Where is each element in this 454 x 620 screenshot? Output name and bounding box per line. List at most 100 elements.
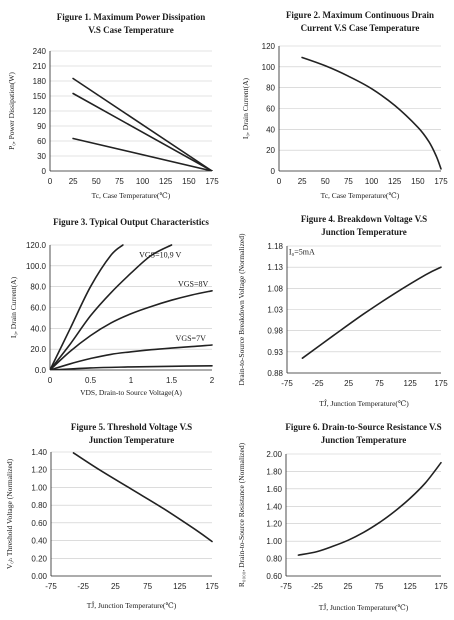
x-tick-label: 25 bbox=[298, 177, 307, 186]
figure-title: Figure 1. Maximum Power Dissipation bbox=[57, 12, 205, 22]
y-tick-label: 30 bbox=[37, 152, 46, 161]
y-tick-label: 1.08 bbox=[267, 284, 283, 293]
x-tick-label: -25 bbox=[311, 582, 323, 591]
figure-6: Figure 6. Drain-to-Source Resistance V.S… bbox=[237, 422, 448, 612]
x-tick-label: 175 bbox=[205, 582, 219, 591]
series-line-1 bbox=[72, 452, 213, 543]
curve-annotation: I₀=5mA bbox=[289, 247, 315, 256]
y-tick-label: 0.00 bbox=[31, 572, 47, 581]
y-axis-label: Drain-to-Source Breakdown Voltage (Norma… bbox=[237, 233, 246, 385]
x-tick-label: 25 bbox=[111, 582, 120, 591]
x-tick-label: 0 bbox=[277, 177, 282, 186]
y-tick-label: 90 bbox=[37, 122, 46, 131]
x-tick-label: 175 bbox=[434, 379, 448, 388]
y-axis-label: R₀₀₀₀, Drain-to-Source Resistance (Norma… bbox=[237, 442, 246, 587]
y-axis-label: I₀, Drain Current(A) bbox=[9, 276, 18, 338]
y-tick-label: 1.40 bbox=[266, 502, 282, 511]
y-tick-label: 80.0 bbox=[30, 283, 46, 292]
y-tick-label: 100.0 bbox=[26, 262, 47, 271]
x-axis-label: Tc, Case Temperature(℃) bbox=[92, 191, 171, 200]
x-tick-label: 1 bbox=[129, 376, 134, 385]
y-tick-label: 1.00 bbox=[266, 537, 282, 546]
y-tick-label: 210 bbox=[33, 62, 47, 71]
x-tick-label: 25 bbox=[344, 379, 353, 388]
x-tick-label: 75 bbox=[375, 582, 384, 591]
x-tick-label: 25 bbox=[69, 177, 78, 186]
figure-title: Junction Temperature bbox=[321, 435, 407, 445]
x-tick-label: 125 bbox=[173, 582, 187, 591]
x-tick-label: 75 bbox=[143, 582, 152, 591]
y-tick-label: 40 bbox=[266, 125, 275, 134]
figure-title: V.S Case Temperature bbox=[88, 25, 173, 35]
y-tick-label: 0.20 bbox=[31, 554, 47, 563]
y-tick-label: 1.13 bbox=[267, 263, 283, 272]
y-tick-label: 120.0 bbox=[26, 241, 47, 250]
y-tick-label: 1.60 bbox=[266, 485, 282, 494]
y-tick-label: 0.88 bbox=[267, 369, 283, 378]
figure-title: Junction Temperature bbox=[89, 435, 175, 445]
x-tick-label: 150 bbox=[182, 177, 196, 186]
y-tick-label: 180 bbox=[33, 77, 47, 86]
y-tick-label: 120 bbox=[262, 42, 276, 51]
x-tick-label: 50 bbox=[321, 177, 330, 186]
x-tick-label: 125 bbox=[388, 177, 402, 186]
y-tick-label: 100 bbox=[262, 63, 276, 72]
x-tick-label: 175 bbox=[205, 177, 219, 186]
x-tick-label: 75 bbox=[375, 379, 384, 388]
y-tick-label: 1.20 bbox=[31, 466, 47, 475]
series-line-1 bbox=[297, 461, 442, 556]
x-tick-label: 125 bbox=[403, 582, 417, 591]
x-tick-label: 125 bbox=[404, 379, 418, 388]
figure-title: Figure 2. Maximum Continuous Drain bbox=[286, 10, 434, 20]
figure-title: Junction Temperature bbox=[321, 227, 407, 237]
x-tick-label: 0 bbox=[48, 177, 53, 186]
x-axis-label: TĴ, Junction Temperature(℃) bbox=[319, 398, 409, 408]
y-tick-label: 0.93 bbox=[267, 348, 283, 357]
x-tick-label: -75 bbox=[280, 582, 292, 591]
y-tick-label: 0.80 bbox=[31, 501, 47, 510]
x-tick-label: -25 bbox=[77, 582, 89, 591]
y-tick-label: 1.40 bbox=[31, 448, 47, 457]
x-axis-label: Tc, Case Temperature(℃) bbox=[321, 191, 400, 200]
figure-4: Figure 4. Breakdown Voltage V.S Junction … bbox=[237, 214, 448, 408]
y-tick-label: 1.80 bbox=[266, 467, 282, 476]
y-tick-label: 0.0 bbox=[35, 366, 47, 375]
y-tick-label: 1.20 bbox=[266, 520, 282, 529]
y-axis-label: I₀, Drain Current(A) bbox=[241, 77, 250, 139]
figure-title: Figure 5. Threshold Voltage V.S bbox=[71, 422, 192, 432]
figure-1: Figure 1. Maximum Power Dissipation V.S C… bbox=[7, 12, 219, 200]
x-tick-label: 100 bbox=[365, 177, 379, 186]
x-tick-label: -25 bbox=[312, 379, 324, 388]
y-axis-label: P₀, Power Dissipation(W) bbox=[7, 72, 16, 150]
y-tick-label: 0.40 bbox=[31, 537, 47, 546]
x-tick-label: -75 bbox=[281, 379, 293, 388]
y-tick-label: 1.00 bbox=[31, 483, 47, 492]
x-axis-label: VDS, Drain-to Source Voltage(A) bbox=[80, 388, 182, 397]
y-tick-label: 20 bbox=[266, 146, 275, 155]
y-tick-label: 20.0 bbox=[30, 345, 46, 354]
y-tick-label: 0.80 bbox=[266, 555, 282, 564]
y-tick-label: 240 bbox=[33, 47, 47, 56]
series-line-1 bbox=[50, 244, 124, 370]
figure-3: Figure 3. Typical Output Characteristics… bbox=[9, 217, 215, 397]
series-line-1 bbox=[301, 56, 442, 170]
series-line-2 bbox=[50, 244, 173, 370]
figure-5: Figure 5. Threshold Voltage V.S Junction … bbox=[5, 422, 219, 610]
y-tick-label: 0.60 bbox=[31, 519, 47, 528]
x-tick-label: 50 bbox=[92, 177, 101, 186]
series-line-1 bbox=[301, 266, 442, 359]
y-tick-label: 60 bbox=[266, 105, 275, 114]
figure-title: Figure 6. Drain-to-Source Resistance V.S bbox=[285, 422, 441, 432]
y-tick-label: 0 bbox=[42, 167, 47, 176]
series-line-3 bbox=[50, 290, 213, 370]
figure-2: Figure 2. Maximum Continuous Drain Curren… bbox=[241, 10, 448, 200]
y-tick-label: 0.60 bbox=[266, 572, 282, 581]
series-line-5 bbox=[50, 365, 213, 370]
y-tick-label: 1.03 bbox=[267, 306, 283, 315]
curve-annotation: VGS=7V bbox=[176, 334, 207, 343]
y-tick-label: 80 bbox=[266, 84, 275, 93]
x-tick-label: 25 bbox=[344, 582, 353, 591]
series-line-4 bbox=[50, 344, 213, 370]
x-tick-label: 75 bbox=[344, 177, 353, 186]
